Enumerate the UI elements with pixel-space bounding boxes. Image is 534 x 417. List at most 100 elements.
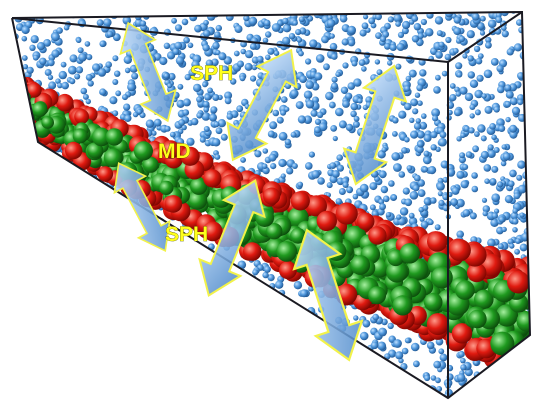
sph-particle xyxy=(388,180,395,187)
md-particle-green xyxy=(32,102,47,117)
sph-particle xyxy=(505,195,513,203)
sph-particle xyxy=(407,392,415,400)
sph-particle xyxy=(251,300,257,306)
sph-particle xyxy=(286,315,292,321)
md-particle-red xyxy=(165,195,183,213)
sph-particle xyxy=(52,373,58,379)
sph-particle xyxy=(72,327,78,333)
md-particle-red xyxy=(506,353,528,375)
sph-particle xyxy=(193,319,200,326)
sph-particle xyxy=(300,289,308,297)
sph-particle xyxy=(69,178,75,184)
sph-particle xyxy=(474,131,480,137)
sph-particle xyxy=(33,329,40,336)
sph-particle xyxy=(491,58,499,66)
sph-particle xyxy=(172,309,179,316)
sph-particle xyxy=(39,230,46,237)
sph-particle xyxy=(391,152,400,161)
sph-particle xyxy=(132,315,138,321)
sph-particle xyxy=(88,80,94,86)
sph-particle xyxy=(215,344,221,350)
md-particle-red xyxy=(203,169,221,187)
sph-particle xyxy=(263,38,269,44)
sph-particle xyxy=(468,71,475,78)
sph-particle xyxy=(395,21,401,27)
sph-particle xyxy=(498,243,504,249)
sph-particle xyxy=(147,266,153,272)
sph-particle xyxy=(212,314,220,322)
sph-particle xyxy=(16,258,21,263)
sph-particle xyxy=(135,314,142,321)
sph-particle xyxy=(289,33,295,39)
sph-particle xyxy=(55,377,60,382)
sph-particle xyxy=(188,353,196,361)
sph-particle xyxy=(241,316,248,323)
sph-particle xyxy=(169,246,177,254)
sph-particle xyxy=(393,163,402,172)
sph-particle xyxy=(55,326,62,333)
sph-particle xyxy=(237,61,244,68)
sph-particle xyxy=(235,328,243,336)
sph-particle xyxy=(43,237,51,245)
sph-particle xyxy=(75,178,81,184)
sph-particle xyxy=(97,269,104,276)
sph-particle xyxy=(194,277,203,286)
sph-particle xyxy=(22,55,28,61)
sph-particle xyxy=(481,151,489,159)
sph-particle xyxy=(380,36,386,42)
sph-particle xyxy=(185,265,191,271)
sph-particle xyxy=(112,207,121,216)
sph-particle xyxy=(460,133,465,138)
sph-particle xyxy=(83,184,91,192)
sph-particle xyxy=(31,147,38,154)
sph-particle xyxy=(50,332,56,338)
sph-particle xyxy=(166,316,174,324)
sph-particle xyxy=(84,344,92,352)
sph-particle xyxy=(129,381,136,388)
sph-particle xyxy=(221,134,228,141)
sph-particle xyxy=(376,362,384,370)
sph-particle xyxy=(260,342,265,347)
sph-particle xyxy=(112,328,119,335)
sph-particle xyxy=(39,330,44,335)
sph-particle xyxy=(454,16,461,23)
sph-particle xyxy=(186,337,192,343)
sph-particle xyxy=(128,322,137,331)
sph-particle xyxy=(272,293,278,299)
sph-particle xyxy=(21,120,29,128)
sph-particle xyxy=(145,253,152,260)
sph-particle xyxy=(164,73,170,79)
sph-particle xyxy=(274,310,281,317)
sph-particle xyxy=(311,170,320,179)
sph-particle xyxy=(454,109,462,117)
sph-particle xyxy=(17,82,24,89)
sph-particle xyxy=(395,380,401,386)
sph-particle xyxy=(214,384,221,391)
sph-particle xyxy=(249,347,257,355)
sph-particle xyxy=(140,351,146,357)
sph-particle xyxy=(202,44,209,51)
sph-particle xyxy=(131,311,139,319)
sph-particle xyxy=(70,290,78,298)
sph-particle xyxy=(138,371,144,377)
sph-particle xyxy=(233,293,242,302)
sph-particle xyxy=(61,212,66,217)
sph-particle xyxy=(459,36,465,42)
sph-particle xyxy=(347,26,356,35)
sph-particle xyxy=(477,75,484,82)
sph-particle xyxy=(461,180,469,188)
sph-particle xyxy=(54,211,61,218)
sph-particle xyxy=(514,43,522,51)
sph-particle xyxy=(458,351,465,358)
sph-particle xyxy=(342,376,350,384)
sph-particle xyxy=(195,382,200,387)
sph-particle xyxy=(315,383,323,391)
sph-particle xyxy=(405,199,413,207)
sph-particle xyxy=(80,352,87,359)
sph-particle xyxy=(341,87,348,94)
sph-particle xyxy=(507,48,514,55)
sph-particle xyxy=(61,199,67,205)
sph-particle xyxy=(527,47,532,52)
sph-particle xyxy=(184,316,192,324)
sph-particle xyxy=(27,312,33,318)
